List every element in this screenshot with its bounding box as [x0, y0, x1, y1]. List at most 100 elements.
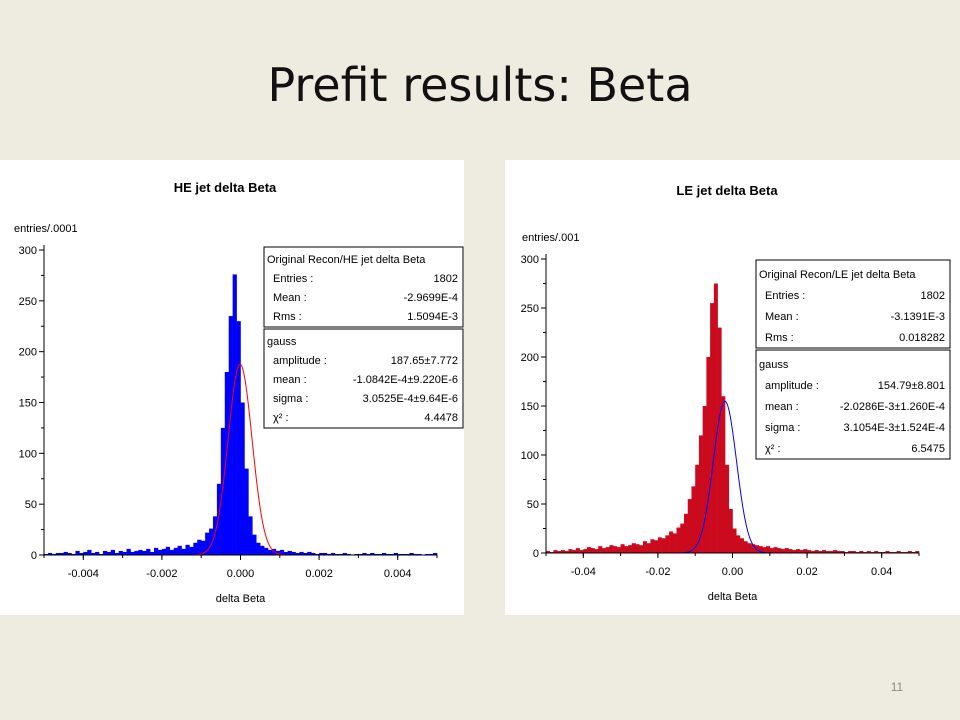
- le-histogram-bar: [684, 513, 689, 553]
- le-histogram-bar: [833, 550, 838, 553]
- le-histogram-bar: [601, 548, 606, 553]
- he-histogram-bar: [51, 553, 57, 555]
- le-histogram-bar: [818, 551, 823, 553]
- le-histogram-bar: [605, 547, 610, 553]
- le-x-tick-label: 0.04: [871, 566, 892, 578]
- le-histogram-bar: [706, 357, 711, 553]
- le-histogram-bar: [874, 551, 879, 553]
- le-histogram-bar: [654, 540, 659, 553]
- he-histogram-bar: [393, 552, 398, 555]
- he-y-tick-label: 250: [19, 296, 37, 308]
- le-histogram-bar: [739, 538, 744, 553]
- he-histogram-bar: [236, 321, 241, 555]
- he-fit-box-row-value: 3.0525E-4±9.64E-6: [363, 393, 458, 405]
- he-histogram-bar: [279, 549, 285, 555]
- he-histogram-bar: [374, 553, 379, 555]
- he-histogram-bar: [165, 546, 171, 555]
- he-fit-box-row-value: -1.0842E-4±9.220E-6: [353, 374, 458, 386]
- he-histogram-bar: [323, 552, 328, 555]
- le-histogram-bar: [814, 550, 819, 553]
- he-histogram-bar: [87, 549, 92, 555]
- he-histogram-bar: [425, 553, 430, 555]
- he-histogram-bar: [99, 553, 104, 555]
- he-chart-title: HE jet delta Beta: [174, 180, 277, 195]
- he-histogram-bar: [106, 551, 112, 555]
- le-histogram-bar: [616, 547, 621, 553]
- he-x-tick-label: 0.000: [227, 568, 255, 580]
- le-histogram-bar: [851, 551, 856, 553]
- he-histogram-bar: [197, 539, 202, 555]
- he-histogram-bar: [122, 551, 127, 555]
- he-histogram-bar: [433, 552, 438, 555]
- le-histogram-bar: [799, 550, 804, 553]
- le-histogram-bar: [590, 548, 595, 553]
- he-histogram-bar: [189, 546, 194, 555]
- he-x-tick-label: -0.004: [68, 568, 99, 580]
- he-fit-box-row-label: sigma :: [273, 393, 308, 405]
- he-histogram-bar: [130, 551, 135, 555]
- he-histogram-bar: [240, 402, 245, 555]
- le-histogram-bar: [650, 539, 655, 553]
- le-histogram-bar: [777, 548, 782, 553]
- he-histogram-bar: [346, 553, 351, 555]
- he-histogram-bar: [181, 548, 186, 555]
- le-histogram-bar: [546, 551, 551, 553]
- he-histogram-bar: [268, 549, 273, 555]
- he-fit-box-row-label: mean :: [273, 374, 307, 386]
- he-histogram-bar: [212, 516, 218, 555]
- page-number: 11: [890, 680, 904, 694]
- he-histogram-bar: [389, 553, 395, 555]
- le-histogram-bar: [661, 538, 666, 553]
- he-histogram-bar: [216, 483, 222, 555]
- le-histogram-bar: [665, 535, 670, 553]
- le-histogram-bar: [620, 544, 625, 553]
- le-histogram-bar: [557, 551, 562, 553]
- he-histogram-bar: [59, 552, 64, 555]
- le-histogram-bar: [907, 551, 912, 553]
- le-fit-box-row-label: amplitude :: [765, 380, 819, 392]
- he-histogram-bar: [95, 551, 100, 555]
- le-histogram-bar: [725, 464, 730, 553]
- le-histogram-bar: [710, 303, 715, 553]
- le-x-axis-label: delta Beta: [708, 591, 758, 603]
- he-histogram-bar: [417, 553, 422, 555]
- le-histogram-chart: LE jet delta Beta entries/.001 delta Beta 0…: [521, 183, 951, 603]
- he-histogram-bar: [338, 553, 343, 555]
- slide-title: Prefit results: Beta: [267, 58, 693, 112]
- le-histogram-bar: [583, 549, 588, 553]
- le-histogram-bar: [840, 551, 845, 553]
- he-stats-box-row-value: 1802: [434, 273, 458, 285]
- he-histogram-bar: [67, 552, 72, 555]
- le-histogram-bar: [766, 546, 771, 553]
- he-histogram-bar: [232, 274, 237, 555]
- le-stats-box-row-label: Entries :: [765, 290, 805, 302]
- he-histogram-bar: [287, 550, 292, 555]
- le-histogram-bar: [788, 549, 793, 553]
- he-stats-box-row-value: 1.5094E-3: [407, 311, 458, 323]
- le-histogram-bar: [795, 549, 800, 553]
- le-histogram-bar: [780, 549, 786, 553]
- le-histogram-bar: [792, 550, 797, 553]
- le-fit-box-row-value: 154.79±8.801: [878, 380, 945, 392]
- le-stats-box-row-value: -3.1391E-3: [891, 311, 945, 323]
- le-histogram-bar: [803, 549, 808, 553]
- he-fit-box-row-value: 4.4478: [424, 412, 458, 424]
- he-x-tick-label: 0.002: [305, 568, 333, 580]
- he-histogram-bar: [334, 553, 340, 555]
- he-histogram-bar: [405, 553, 410, 555]
- le-stats-box-title: Original Recon/LE jet delta Beta: [759, 269, 916, 281]
- le-x-tick-label: -0.04: [571, 566, 596, 578]
- le-histogram-bar: [721, 396, 726, 553]
- he-y-axis-label: entries/.0001: [14, 223, 78, 235]
- le-histogram-bar: [807, 550, 812, 553]
- le-histogram-bar: [598, 546, 603, 553]
- he-histogram-bar: [142, 550, 147, 555]
- he-fit-box-row-label: χ² :: [273, 412, 289, 424]
- le-histogram-bar: [631, 543, 636, 553]
- le-y-axis-label: entries/.001: [522, 232, 579, 244]
- he-histogram-bar: [299, 551, 304, 555]
- he-histogram-bar: [193, 542, 198, 555]
- he-histogram-bar: [161, 548, 167, 555]
- he-histogram-bar: [228, 316, 233, 555]
- he-histogram-bar: [71, 553, 76, 555]
